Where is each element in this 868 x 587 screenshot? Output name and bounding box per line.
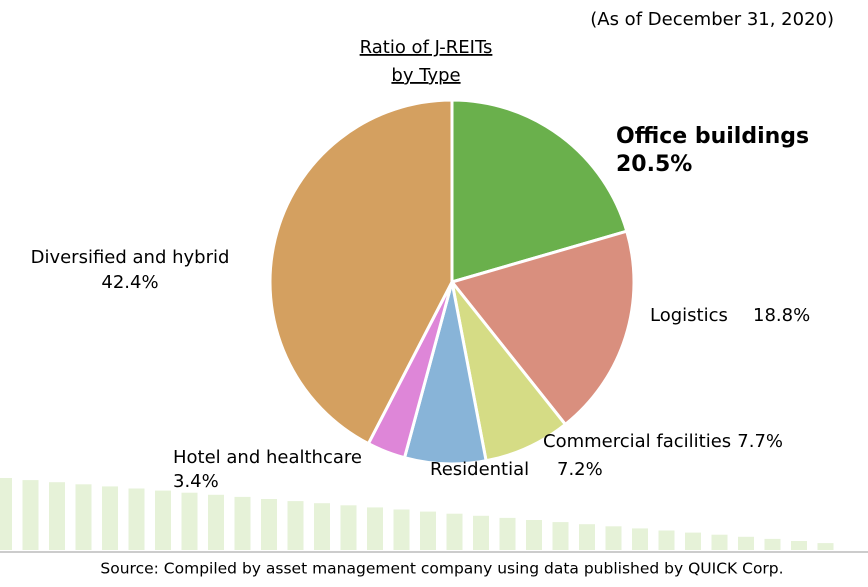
slice-value-label: 42.4% [101,272,158,293]
decor-bar [499,517,516,550]
slice-value-label: 7.7% [737,431,783,452]
decor-bar [287,501,304,550]
decor-bar [393,509,410,550]
slice-label: Hotel and healthcare [173,447,362,468]
decor-bar [420,511,436,550]
source-note: Source: Compiled by asset management com… [100,560,783,578]
background-bars [0,478,834,550]
decor-bar [49,482,65,550]
subtitle: (As of December 31, 2020) [590,9,834,30]
decor-bar [658,530,675,550]
decor-bar [367,507,383,550]
slice-value-label: 18.8% [753,305,810,326]
decor-bar [632,528,648,550]
pie-slice [449,229,636,427]
decor-bar [552,522,569,550]
slice-label: Logistics [650,305,728,326]
decor-bar [791,541,807,550]
decor-bar [473,515,489,550]
decor-bar [22,480,39,550]
slice-label: Diversified and hybrid [31,247,230,268]
decor-bar [261,499,277,550]
slice-value-label: 7.2% [557,459,603,480]
pie-slice [268,98,454,446]
decor-bar [0,478,12,550]
decor-bar [446,513,463,550]
slice-value-label: 20.5% [616,152,692,177]
decor-bar [208,494,224,550]
pie-slice [450,98,629,284]
slice-label: Office buildings [616,124,809,149]
chart-title: Ratio of J-REITs [360,37,493,58]
decor-bar [764,538,781,550]
decor-bar [526,520,542,550]
decor-bar [579,524,595,550]
decor-bar [128,488,145,550]
slice-label: Commercial facilities [543,431,731,452]
decor-bar [75,484,92,550]
decor-bar [181,492,198,550]
decor-bar [711,534,728,550]
decor-bar [340,505,357,550]
decor-bar [685,532,701,550]
decor-bar [102,486,118,550]
slice-label: Residential [430,459,529,480]
decor-bar [314,503,330,550]
decor-bar [605,526,622,550]
chart-title: by Type [391,65,460,86]
slice-value-label: 3.4% [173,471,219,492]
decor-bar [234,496,251,550]
decor-bar [738,536,754,550]
decor-bar [155,490,171,550]
decor-bar [817,543,834,550]
